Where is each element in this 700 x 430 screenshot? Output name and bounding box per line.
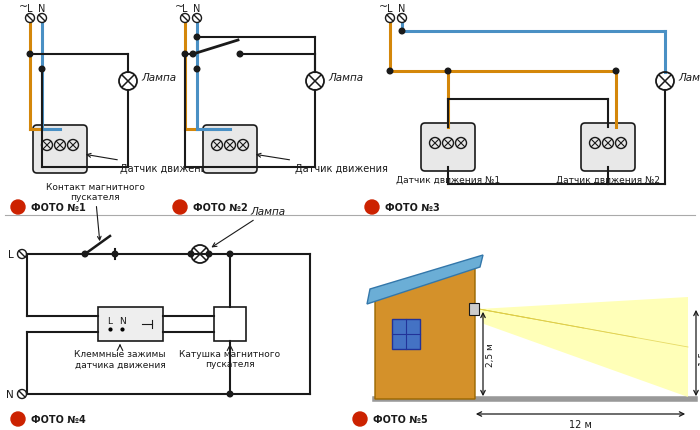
Text: N: N xyxy=(398,4,406,14)
Circle shape xyxy=(365,200,379,215)
Text: Катушка магнитного
пускателя: Катушка магнитного пускателя xyxy=(179,349,281,369)
Circle shape xyxy=(399,29,405,35)
Polygon shape xyxy=(367,255,483,304)
Text: ФОТО №1: ФОТО №1 xyxy=(31,203,85,212)
Circle shape xyxy=(445,69,451,75)
Bar xyxy=(214,307,246,341)
Text: 1,5 м: 1,5 м xyxy=(699,341,700,365)
Text: 2,5 м: 2,5 м xyxy=(486,342,495,366)
Circle shape xyxy=(112,252,118,257)
Text: ФОТО №2: ФОТО №2 xyxy=(193,203,248,212)
Text: L: L xyxy=(387,4,393,14)
Circle shape xyxy=(27,52,33,58)
Text: L: L xyxy=(27,4,33,14)
Text: N: N xyxy=(38,4,46,14)
Circle shape xyxy=(353,412,367,426)
Text: Лампа: Лампа xyxy=(678,73,700,83)
Text: ~: ~ xyxy=(379,2,389,12)
Text: Лампа: Лампа xyxy=(212,206,285,247)
Text: ФОТО №5: ФОТО №5 xyxy=(373,414,428,424)
Circle shape xyxy=(188,252,194,257)
Circle shape xyxy=(228,391,233,397)
Circle shape xyxy=(182,52,188,58)
Text: Датчик движения: Датчик движения xyxy=(87,154,213,174)
Bar xyxy=(392,319,420,349)
Circle shape xyxy=(11,412,25,426)
Text: ~: ~ xyxy=(20,2,29,12)
Text: L: L xyxy=(182,4,188,14)
FancyBboxPatch shape xyxy=(581,124,635,172)
Bar xyxy=(469,303,479,315)
Text: Датчик движения: Датчик движения xyxy=(257,154,388,174)
Bar xyxy=(97,307,162,341)
Circle shape xyxy=(39,67,45,73)
Text: Клеммные зажимы
датчика движения: Клеммные зажимы датчика движения xyxy=(74,349,166,369)
Circle shape xyxy=(194,67,199,73)
Text: ~: ~ xyxy=(174,2,183,12)
Polygon shape xyxy=(479,297,688,397)
Circle shape xyxy=(11,200,25,215)
Polygon shape xyxy=(375,267,475,399)
Text: L: L xyxy=(108,317,113,326)
Circle shape xyxy=(237,52,243,58)
Text: L: L xyxy=(8,249,14,259)
Text: Лампа: Лампа xyxy=(328,73,363,83)
Circle shape xyxy=(206,252,212,257)
FancyBboxPatch shape xyxy=(421,124,475,172)
Circle shape xyxy=(82,252,88,257)
FancyBboxPatch shape xyxy=(33,126,87,174)
Text: Датчик движения №1: Датчик движения №1 xyxy=(396,175,500,184)
Circle shape xyxy=(228,252,233,257)
Text: Лампа: Лампа xyxy=(141,73,176,83)
Text: N: N xyxy=(118,317,125,326)
Text: N: N xyxy=(6,389,14,399)
Circle shape xyxy=(387,69,393,75)
Text: N: N xyxy=(193,4,201,14)
Text: Контакт магнитного
пускателя: Контакт магнитного пускателя xyxy=(46,182,144,240)
Circle shape xyxy=(173,200,187,215)
FancyBboxPatch shape xyxy=(203,126,257,174)
Text: ФОТО №4: ФОТО №4 xyxy=(31,414,85,424)
Circle shape xyxy=(190,52,196,58)
Circle shape xyxy=(613,69,619,75)
Text: 12 м: 12 м xyxy=(569,419,592,429)
Text: ФОТО №3: ФОТО №3 xyxy=(385,203,440,212)
Circle shape xyxy=(194,35,199,41)
Text: Датчик движения №2: Датчик движения №2 xyxy=(556,175,660,184)
